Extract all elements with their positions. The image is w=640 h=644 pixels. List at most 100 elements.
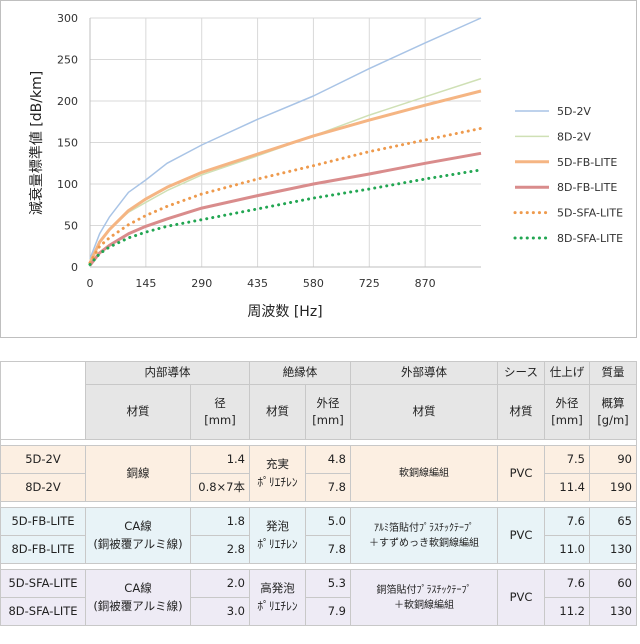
x-tick-label: 725 [359, 277, 380, 290]
series-line-5d-sfa-lite [88, 126, 483, 265]
series-line-5d-2v [89, 17, 482, 259]
y-tick-label: 100 [57, 178, 78, 191]
chart-legend: 5D-2V 8D-2V 5D-FB-LITE 8D-FB-LITE 5D-SFA-LIT… [513, 105, 623, 245]
conductor-material-line: (銅被覆アルミ線) [93, 598, 183, 613]
insulator-material-line: ﾎﾟﾘｴﾁﾚﾝ [257, 474, 298, 489]
finish-od: 11.4 [544, 473, 590, 502]
subheader-ins-material: 材質 [249, 384, 306, 440]
conductor-diameter: 1.4 [190, 445, 250, 474]
conductor-material-line: CA線 [124, 581, 152, 596]
series-line-8d-sfa-lite [88, 168, 483, 266]
y-tick-label: 300 [57, 12, 78, 25]
insulator-material: 高発泡 ﾎﾟﾘｴﾁﾚﾝ [249, 569, 306, 626]
mass-value: 130 [589, 535, 637, 564]
x-tick-label: 435 [247, 277, 268, 290]
finish-od: 7.5 [544, 445, 590, 474]
cable-name: 5D-FB-LITE [0, 507, 86, 536]
y-tick-label: 200 [57, 95, 78, 108]
finish-od: 11.0 [544, 535, 590, 564]
cable-row: 5D-FB-LITE CA線 (銅被覆アルミ線) 1.8 発泡 ﾎﾟﾘｴﾁﾚﾝ 5.0 ｱﾙﾐ… [0, 507, 637, 564]
insulator-od: 4.8 [305, 445, 351, 474]
subheader-finish-od: 外径 [mm] [544, 384, 590, 440]
header-sheath: シース [497, 361, 545, 385]
conductor-material: 銅線 [85, 445, 191, 502]
header-corner [0, 361, 86, 440]
cable-name: 8D-2V [0, 473, 86, 502]
cable-row: 8D-2V 0.8×7本 7.8 11.4 190 [0, 473, 637, 502]
y-tick-label: 50 [64, 220, 78, 233]
subheader-finish-od-line: 外径 [555, 395, 579, 410]
sheath-material: PVC [497, 445, 545, 502]
attenuation-chart: 0 50 100 150 200 250 300 0 145 290 435 580 725 870 5D… [28, 12, 623, 320]
insulator-od: 5.0 [305, 507, 351, 536]
outer-conductor-material-line: 銅箔貼付ﾌﾟﾗｽﾁｯｸﾃｰﾌﾟ [376, 584, 472, 596]
subheader-mass-approx-line: [g/m] [597, 413, 629, 427]
conductor-diameter: 0.8×7本 [190, 473, 250, 502]
subheader-sheath-material-line: 材質 [509, 404, 533, 419]
header-insulator: 絶縁体 [249, 361, 351, 385]
insulator-material-line: ﾎﾟﾘｴﾁﾚﾝ [257, 598, 298, 613]
outer-conductor-material-line: ＋軟銅線編組 [394, 599, 454, 611]
subheader-outer-material: 材質 [350, 384, 498, 440]
subheader-ins-od: 外径 [mm] [305, 384, 351, 440]
insulator-od: 7.8 [305, 473, 351, 502]
insulator-material-line: 発泡 [266, 519, 289, 534]
subheader-cond-diameter-line: [mm] [204, 413, 236, 427]
subheader-ins-material-line: 材質 [266, 404, 289, 419]
cable-row: 5D-SFA-LITE CA線 (銅被覆アルミ線) 2.0 高発泡 ﾎﾟﾘｴﾁﾚﾝ 5.3 銅… [0, 569, 637, 626]
header-row-1: 内部導体 絶縁体 外部導体 シース 仕上げ 質量 [0, 361, 637, 440]
legend-label: 8D-FB-LITE [557, 181, 617, 194]
conductor-material-line: CA線 [124, 519, 152, 534]
insulator-material-line: 充実 [266, 457, 289, 472]
mass-value: 130 [589, 597, 637, 626]
insulator-od: 7.8 [305, 535, 351, 564]
header-outer-conductor: 外部導体 [350, 361, 498, 385]
outer-conductor-material-line: ＋すずめっき軟銅線編組 [369, 537, 479, 549]
y-tick-label: 150 [57, 137, 78, 150]
subheader-cond-material: 材質 [85, 384, 191, 440]
insulator-material: 発泡 ﾎﾟﾘｴﾁﾚﾝ [249, 507, 306, 564]
subheader-mass-approx-line: 概算 [601, 395, 625, 410]
conductor-diameter: 3.0 [190, 597, 250, 626]
cable-name: 5D-SFA-LITE [0, 569, 86, 598]
legend-label: 5D-FB-LITE [557, 156, 617, 169]
cable-row: 8D-FB-LITE 2.8 7.8 11.0 130 [0, 535, 637, 564]
y-tick-label: 0 [71, 261, 78, 274]
insulator-material: 充実 ﾎﾟﾘｴﾁﾚﾝ [249, 445, 306, 502]
x-tick-label: 0 [87, 277, 94, 290]
subheader-sheath-material: 材質 [497, 384, 545, 440]
x-tick-label: 145 [135, 277, 156, 290]
series-line-8d-fb-lite [88, 151, 482, 267]
header-finish: 仕上げ [544, 361, 590, 385]
chart-axes: 0 50 100 150 200 250 300 0 145 290 435 580 725 870 [57, 12, 481, 290]
cable-row: 5D-2V 銅線 1.4 充実 ﾎﾟﾘｴﾁﾚﾝ 4.8 軟銅線編組 PVC 7.5 90 [0, 445, 637, 502]
header-mass: 質量 [589, 361, 637, 385]
sheath-material: PVC [497, 507, 545, 564]
legend-label: 8D-2V [557, 130, 591, 143]
subheader-mass-approx: 概算 [g/m] [589, 384, 637, 440]
chart-grid [89, 17, 481, 268]
outer-conductor-material-line: ｱﾙﾐ箔貼付ﾌﾟﾗｽﾁｯｸﾃｰﾌﾟ [374, 522, 474, 534]
x-tick-label: 290 [191, 277, 212, 290]
cable-name: 8D-SFA-LITE [0, 597, 86, 626]
cable-spec-table: 内部導体 絶縁体 外部導体 シース 仕上げ 質量 材質径 [mm] 材質 外径 [mm] 材質 材質 外径… [0, 361, 637, 626]
x-tick-label: 580 [303, 277, 324, 290]
y-tick-label: 250 [57, 54, 78, 67]
subheader-finish-od-line: [mm] [551, 413, 583, 427]
cable-name: 8D-FB-LITE [0, 535, 86, 564]
outer-conductor-material: 銅箔貼付ﾌﾟﾗｽﾁｯｸﾃｰﾌﾟ ＋軟銅線編組 [350, 569, 498, 626]
series-line-5d-fb-lite [88, 89, 482, 264]
cable-name: 5D-2V [0, 445, 86, 474]
cable-row: 8D-SFA-LITE 3.0 7.9 11.2 130 [0, 597, 637, 626]
legend-label: 5D-2V [557, 105, 591, 118]
legend-label: 8D-SFA-LITE [557, 232, 623, 245]
subheader-cond-diameter-line: 径 [214, 395, 226, 410]
legend-label: 5D-SFA-LITE [557, 207, 623, 220]
insulator-material-line: 高発泡 [260, 581, 295, 596]
mass-value: 65 [589, 507, 637, 536]
subheader-outer-material-line: 材質 [412, 404, 436, 419]
insulator-od: 5.3 [305, 569, 351, 598]
conductor-diameter: 2.8 [190, 535, 250, 564]
mass-value: 90 [589, 445, 637, 474]
subheader-cond-material-line: 材質 [126, 404, 150, 419]
